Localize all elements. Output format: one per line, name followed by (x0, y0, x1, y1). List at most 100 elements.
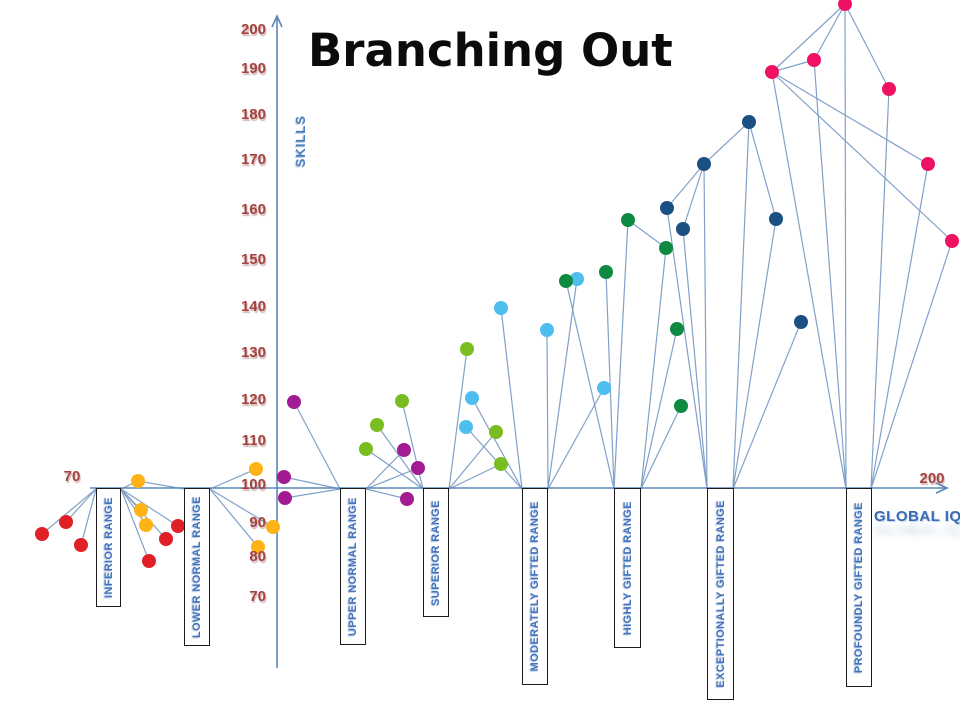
branch-line (209, 488, 259, 548)
data-point-d31 (559, 274, 573, 288)
branch-line (283, 476, 341, 490)
branch-line (547, 278, 578, 490)
y-axis-arrowhead (271, 14, 283, 28)
y-axis-tick-label: 70 (249, 588, 266, 605)
y-axis-tick-label: 180 (240, 106, 266, 123)
branch-line (844, 3, 890, 90)
range-box-label: MODERATELY GIFTED RANGE (529, 501, 541, 672)
y-axis-tick-label: 80 (249, 548, 266, 565)
branch-line (870, 163, 929, 490)
x-axis-tick-left: 70 (63, 468, 81, 485)
range-box-label: SUPERIOR RANGE (430, 499, 442, 606)
data-point-d15 (278, 491, 292, 505)
chart-title: Branching Out (308, 24, 673, 77)
data-point-d9 (139, 518, 153, 532)
range-box-moderately-gifted-range: MODERATELY GIFTED RANGE (522, 488, 548, 685)
branch-line (284, 488, 341, 499)
branch-line (80, 488, 97, 546)
range-box-label: INFERIOR RANGE (102, 497, 115, 598)
data-point-d43 (765, 65, 779, 79)
branch-line (703, 121, 750, 165)
branch-line (666, 207, 708, 490)
data-point-d21 (395, 394, 409, 408)
data-point-d47 (921, 157, 935, 171)
range-box-upper-normal-range: UPPER NORMAL RANGE (340, 488, 366, 645)
branch-line (771, 71, 953, 242)
data-point-d8 (134, 503, 148, 517)
data-point-d25 (459, 420, 473, 434)
data-point-d32 (599, 265, 613, 279)
data-point-d36 (674, 399, 688, 413)
range-box-label: EXCEPTIONALLY GIFTED RANGE (714, 500, 727, 688)
branch-line (666, 163, 705, 209)
data-point-d27 (494, 301, 508, 315)
data-point-d26 (465, 391, 479, 405)
branch-line (547, 387, 605, 490)
branch-line (703, 163, 708, 490)
data-point-d6 (171, 519, 185, 533)
data-point-d14 (277, 470, 291, 484)
y-axis-tick-label: 160 (240, 201, 266, 218)
data-point-d5 (159, 532, 173, 546)
branch-line (682, 163, 705, 230)
range-box-label: UPPER NORMAL RANGE (347, 496, 359, 636)
range-box-superior-range: SUPERIOR RANGE (423, 488, 449, 617)
branch-line (682, 228, 708, 490)
branch-line (565, 280, 615, 490)
branch-line (546, 329, 549, 490)
data-point-d35 (670, 322, 684, 336)
branch-line (120, 488, 179, 527)
branch-line (844, 3, 847, 490)
data-point-d17 (411, 461, 425, 475)
data-point-d20 (370, 418, 384, 432)
data-point-d1 (35, 527, 49, 541)
data-point-d38 (676, 222, 690, 236)
y-axis-tick-label: 120 (240, 391, 266, 408)
y-axis-tick-label: 170 (240, 151, 266, 168)
data-point-d12 (251, 540, 265, 554)
y-axis-tick-label: 110 (241, 432, 266, 449)
branch-line (120, 488, 150, 562)
data-point-d39 (697, 157, 711, 171)
data-point-d40 (742, 115, 756, 129)
branch-line (771, 59, 815, 73)
branch-line (771, 71, 929, 165)
data-point-d33 (621, 213, 635, 227)
x-axis-arrowhead (935, 482, 949, 494)
data-point-d30 (597, 381, 611, 395)
range-box-exceptionally-gifted-range: EXCEPTIONALLY GIFTED RANGE (707, 488, 734, 700)
branch-line (771, 71, 847, 490)
branch-line (465, 426, 523, 490)
branch-line (448, 431, 497, 490)
data-point-d4 (142, 554, 156, 568)
branch-line (732, 321, 802, 490)
range-box-label: HIGHLY GIFTED RANGE (621, 500, 634, 636)
data-point-d42 (794, 315, 808, 329)
branch-line (448, 463, 502, 490)
branch-line (365, 448, 424, 490)
x-axis-title: GLOBAL IQ (874, 508, 960, 525)
range-box-highly-gifted-range: HIGHLY GIFTED RANGE (614, 488, 641, 648)
x-axis-tick-right: 200 (919, 470, 945, 487)
branch-line (732, 218, 777, 490)
branch-line (640, 405, 682, 490)
data-point-d48 (945, 234, 959, 248)
data-point-d37 (660, 201, 674, 215)
branch-line (813, 3, 846, 61)
data-point-d7 (131, 474, 145, 488)
branch-line (732, 121, 750, 490)
branch-line (748, 121, 777, 220)
data-point-d29 (570, 272, 584, 286)
y-axis-tick-label: 100 (240, 476, 266, 493)
data-point-d2 (59, 515, 73, 529)
data-point-d19 (359, 442, 373, 456)
data-point-d3 (74, 538, 88, 552)
branch-line (65, 488, 97, 523)
branch-line (640, 247, 667, 490)
range-box-lower-normal-range: LOWER NORMAL RANGE (184, 488, 210, 646)
range-box-label: LOWER NORMAL RANGE (191, 495, 203, 639)
branch-line (613, 219, 629, 490)
data-point-d13 (287, 395, 301, 409)
